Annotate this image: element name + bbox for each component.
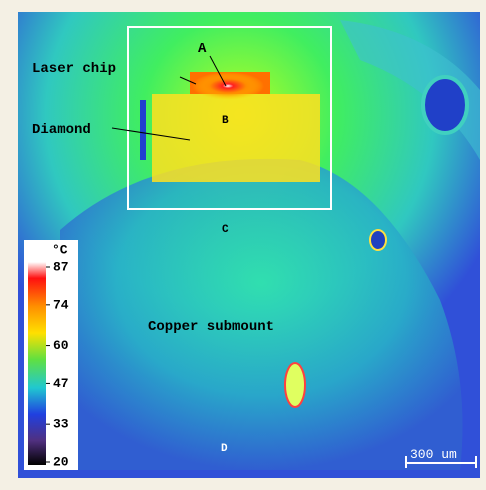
thermal-image: A Laser chip B Diamond C Copper submount…: [0, 0, 486, 490]
bond-pad: [423, 77, 467, 133]
colorbar-tick-label: 74: [53, 297, 69, 312]
colorbar-tick-label: 33: [53, 417, 69, 432]
colorbar-unit: °C: [52, 242, 68, 257]
colorbar-tick-label: 60: [53, 338, 69, 353]
colorbar: °C 87 74 60 47 33 20: [24, 240, 78, 470]
label: A: [198, 41, 207, 57]
solder-spot: [285, 363, 305, 407]
page: {"labels": {"point_a": "A", "laser_chip"…: [0, 0, 486, 490]
label: D: [221, 443, 228, 455]
label: Copper submount: [148, 319, 274, 335]
colorbar-gradient: [28, 262, 46, 465]
label: Laser chip: [32, 61, 116, 77]
colorbar-tick-label: 47: [53, 376, 69, 391]
colorbar-tick-label: 87: [53, 259, 69, 274]
label: B: [222, 115, 229, 127]
label: C: [222, 224, 229, 236]
colorbar-tick-label: 20: [53, 454, 69, 469]
solder-spot: [370, 230, 386, 250]
diamond-edge: [140, 100, 146, 160]
scale-label: 300 um: [410, 447, 457, 462]
label: Diamond: [32, 122, 91, 138]
hotspot: [192, 72, 264, 100]
